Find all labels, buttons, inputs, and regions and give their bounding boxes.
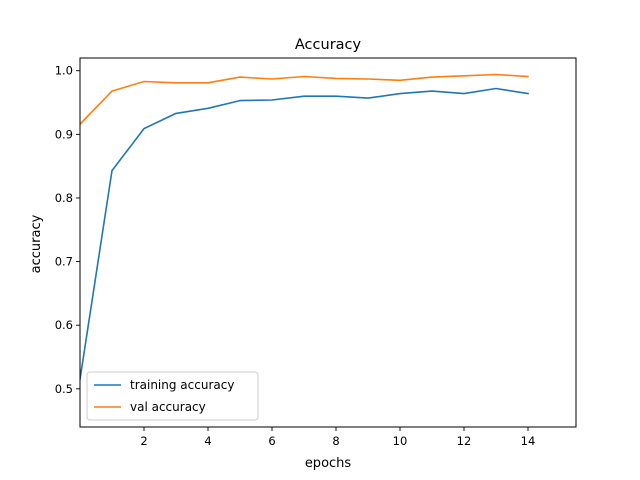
y-tick-label: 0.8 [55,191,73,205]
y-tick-label: 0.5 [55,382,73,396]
legend-label: training accuracy [130,378,234,392]
series-line-val-accuracy [80,73,529,126]
legend: training accuracy val accuracy [86,371,259,421]
legend-box [86,371,259,421]
series-line-training-accuracy [80,87,529,381]
x-axis-label: epochs [305,456,352,471]
x-tick-label: 14 [521,434,536,448]
y-tick-label: 0.9 [55,127,73,141]
legend-label: val accuracy [130,400,206,414]
chart-title: Accuracy [295,37,362,53]
x-tick-label: 4 [204,434,211,448]
tick-layer: 2 4 6 8 10 12 14 0.5 0.6 0.7 0.8 0.9 1.0 [55,64,536,448]
x-tick-label: 12 [457,434,472,448]
series-group [80,73,529,381]
x-tick-label: 2 [140,434,147,448]
plot-area [80,73,529,381]
y-tick-label: 0.7 [55,255,73,269]
y-axis-label: accuracy [29,214,44,273]
y-tick-label: 0.6 [55,318,73,332]
axes-frame [79,57,577,428]
x-tick-label: 6 [268,434,275,448]
x-tick-label: 8 [332,434,339,448]
x-tick-label: 10 [393,434,408,448]
y-tick-label: 1.0 [55,64,73,78]
